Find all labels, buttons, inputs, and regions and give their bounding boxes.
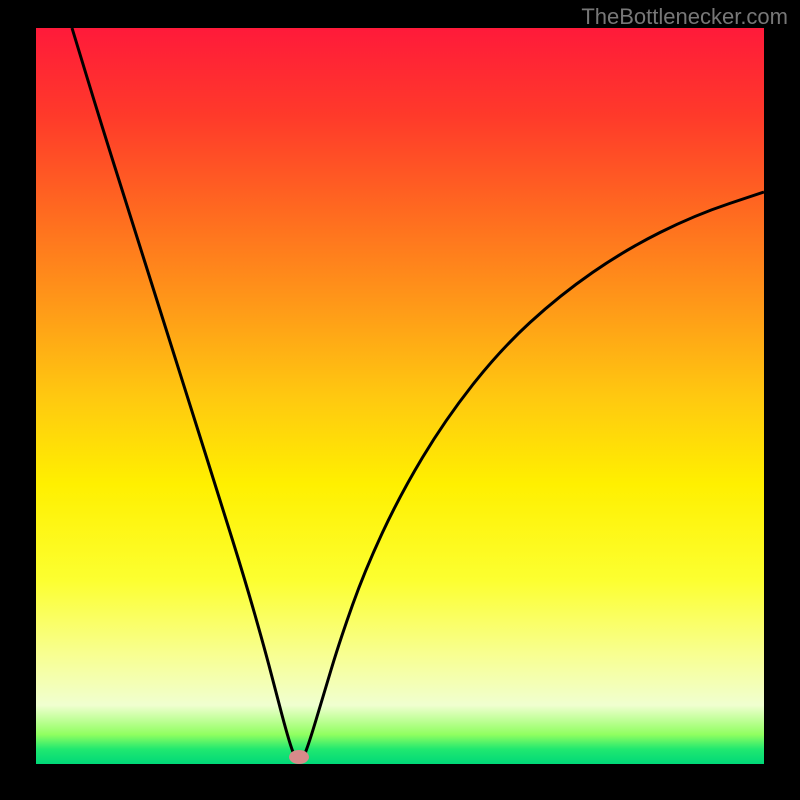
watermark-text: TheBottlenecker.com — [581, 4, 788, 30]
chart-plot-area — [36, 28, 764, 764]
